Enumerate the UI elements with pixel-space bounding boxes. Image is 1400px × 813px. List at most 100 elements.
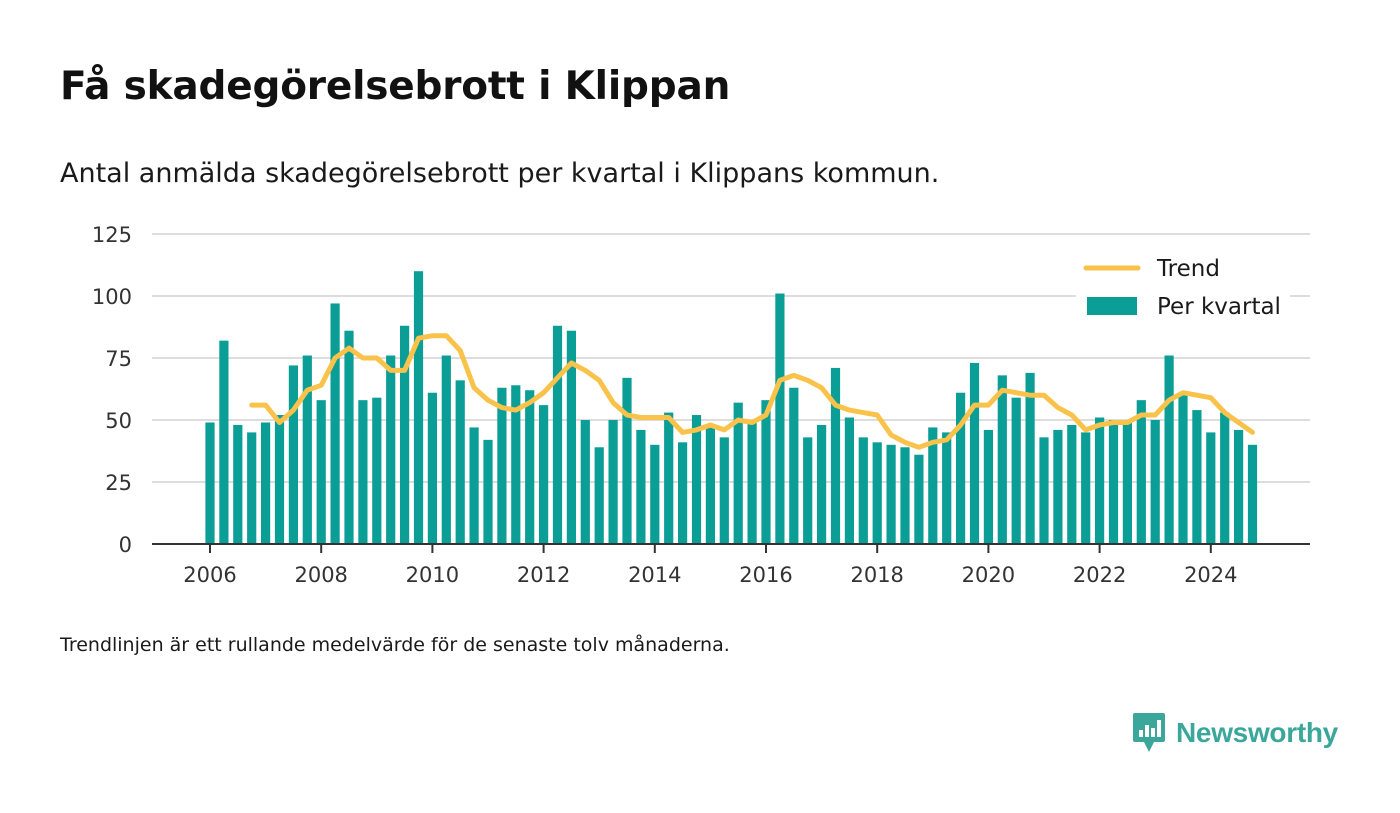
- bar-per-kvartal: [886, 444, 896, 544]
- x-tick-label: 2014: [628, 563, 681, 587]
- bars-per-kvartal: [205, 271, 1258, 544]
- bar-per-kvartal: [483, 439, 493, 544]
- bar-per-kvartal: [733, 402, 743, 544]
- bar-per-kvartal: [1122, 422, 1132, 544]
- bar-per-kvartal: [914, 454, 924, 544]
- trend-line: [249, 333, 1255, 450]
- bar-per-kvartal: [1136, 400, 1146, 544]
- footnote: Trendlinjen är ett rullande medelvärde f…: [60, 634, 730, 656]
- bar-per-kvartal: [691, 415, 702, 544]
- x-tick-label: 2018: [850, 563, 903, 587]
- bar-per-kvartal: [705, 427, 715, 544]
- bar-per-kvartal: [497, 387, 507, 544]
- bar-per-kvartal: [844, 417, 854, 544]
- bar-per-kvartal: [608, 420, 618, 544]
- bar-per-kvartal: [969, 362, 980, 544]
- bar-per-kvartal: [775, 293, 785, 544]
- legend-bar-label: Per kvartal: [1157, 294, 1281, 320]
- bar-per-kvartal: [1220, 412, 1230, 544]
- y-tick-label: 50: [105, 409, 132, 433]
- bar-per-kvartal: [997, 375, 1007, 544]
- newsworthy-chart-bubble-icon: [1133, 713, 1165, 752]
- bar-per-kvartal: [1081, 432, 1091, 544]
- bar-per-kvartal: [1039, 437, 1049, 544]
- bar-per-kvartal: [1067, 424, 1077, 544]
- bar-per-kvartal: [469, 427, 479, 544]
- bar-per-kvartal: [413, 271, 424, 544]
- bar-per-kvartal: [858, 437, 868, 544]
- bar-per-kvartal: [261, 422, 271, 544]
- legend-trend-label: Trend: [1156, 256, 1220, 282]
- bar-per-kvartal: [956, 392, 966, 544]
- legend-bar-swatch: [1087, 297, 1137, 315]
- bar-per-kvartal: [358, 400, 368, 544]
- bar-per-kvartal: [830, 367, 841, 544]
- bar-per-kvartal: [789, 387, 799, 544]
- bar-per-kvartal: [455, 380, 465, 544]
- x-tick-label: 2024: [1184, 563, 1237, 587]
- bar-per-kvartal: [678, 442, 688, 544]
- bar-per-kvartal: [803, 437, 813, 544]
- bar-per-kvartal: [400, 325, 410, 544]
- y-tick-label: 75: [105, 347, 132, 371]
- bar-per-kvartal: [761, 400, 771, 544]
- bar-per-kvartal: [1108, 420, 1119, 544]
- x-tick-label: 2012: [517, 563, 570, 587]
- bar-per-kvartal: [1192, 410, 1202, 544]
- bar-per-kvartal: [636, 429, 646, 544]
- chart-canvas: 0 25 50 75 100 125 2006 2008 2010 2012 2014 2016 201…: [92, 223, 1310, 587]
- bar-per-kvartal: [1178, 395, 1188, 544]
- y-tick-label: 100: [92, 285, 132, 309]
- bar-per-kvartal: [219, 340, 229, 544]
- bar-per-kvartal: [274, 415, 285, 544]
- bar-per-kvartal: [247, 432, 257, 544]
- bar-per-kvartal: [594, 447, 604, 544]
- x-tick-label: 2022: [1073, 563, 1126, 587]
- bar-per-kvartal: [872, 442, 882, 544]
- y-tick-label: 25: [105, 471, 132, 495]
- brand-name: Newsworthy: [1176, 717, 1338, 748]
- bar-per-kvartal: [664, 412, 674, 544]
- bar-per-kvartal: [539, 405, 549, 544]
- y-tick-label: 125: [92, 223, 132, 247]
- bar-per-kvartal: [386, 355, 396, 544]
- brand-logo: Newsworthy: [1132, 712, 1338, 754]
- bar-per-kvartal: [622, 377, 632, 544]
- bar-per-kvartal: [372, 397, 382, 544]
- x-tick-label: 2008: [294, 563, 347, 587]
- bar-per-kvartal: [580, 420, 590, 544]
- bar-per-kvartal: [928, 427, 938, 544]
- bar-per-kvartal: [1150, 420, 1160, 544]
- legend: Trend Per kvartal: [1076, 255, 1290, 327]
- bar-per-kvartal: [441, 355, 451, 544]
- bar-per-kvartal: [1053, 429, 1063, 544]
- bar-per-kvartal: [302, 355, 312, 544]
- x-tick-label: 2006: [183, 563, 236, 587]
- x-tick-label: 2016: [739, 563, 792, 587]
- bar-per-kvartal: [330, 303, 340, 544]
- axes: 0 25 50 75 100 125 2006 2008 2010 2012 2014 2016 201…: [92, 223, 1310, 587]
- bar-per-kvartal: [205, 422, 215, 544]
- chart-subtitle: Antal anmälda skadegörelsebrott per kvar…: [60, 158, 940, 189]
- bar-per-kvartal: [566, 330, 576, 544]
- bar-per-kvartal: [942, 432, 952, 544]
- bar-per-kvartal: [900, 447, 910, 544]
- bar-per-kvartal: [719, 437, 729, 544]
- bar-per-kvartal: [747, 422, 757, 544]
- bar-per-kvartal: [1164, 355, 1174, 544]
- bar-per-kvartal: [1234, 429, 1244, 544]
- bar-per-kvartal: [233, 424, 243, 544]
- bar-per-kvartal: [1025, 372, 1035, 544]
- bar-per-kvartal: [1247, 444, 1258, 544]
- bar-per-kvartal: [525, 390, 535, 544]
- trend-line-layer: [249, 333, 1255, 450]
- bar-per-kvartal: [817, 424, 827, 544]
- bar-per-kvartal: [1011, 397, 1021, 544]
- bar-per-kvartal: [344, 330, 354, 544]
- bar-per-kvartal: [511, 385, 521, 544]
- bar-per-kvartal: [650, 444, 660, 544]
- bar-per-kvartal: [552, 325, 563, 544]
- y-tick-label: 0: [119, 533, 132, 557]
- x-tick-label: 2020: [962, 563, 1015, 587]
- x-tick-label: 2010: [406, 563, 459, 587]
